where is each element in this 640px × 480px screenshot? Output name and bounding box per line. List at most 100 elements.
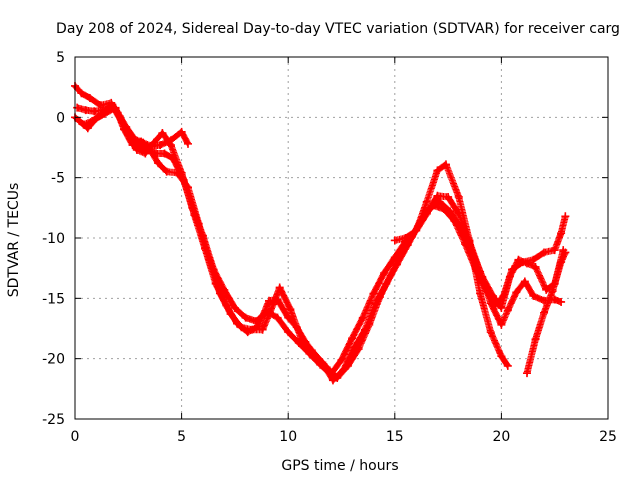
- x-tick-label: 25: [599, 429, 617, 445]
- data-point: [149, 138, 158, 147]
- y-tick-label: 5: [56, 50, 65, 66]
- series-satellite-track-e: [390, 160, 512, 370]
- data-point: [369, 289, 378, 298]
- data-point: [166, 141, 175, 150]
- data-point: [194, 219, 203, 228]
- data-point: [241, 313, 250, 322]
- y-tick-label: -15: [42, 291, 65, 307]
- data-point: [273, 313, 282, 322]
- data-point: [286, 305, 295, 314]
- data-point: [158, 129, 167, 138]
- data-point: [307, 346, 316, 355]
- data-point: [529, 255, 538, 264]
- data-point: [145, 144, 154, 153]
- data-point: [169, 154, 178, 163]
- data-point: [350, 343, 359, 352]
- data-point: [269, 300, 278, 309]
- data-point: [548, 287, 557, 296]
- data-point: [403, 241, 412, 250]
- data-point: [441, 160, 450, 169]
- data-point: [557, 229, 566, 238]
- x-tick-label: 5: [177, 429, 186, 445]
- data-point: [92, 114, 101, 123]
- data-point: [505, 272, 514, 281]
- data-point: [237, 323, 246, 332]
- data-point: [522, 369, 531, 378]
- data-point: [318, 358, 327, 367]
- series-satellite-track-f: [522, 248, 570, 378]
- data-point: [339, 365, 348, 374]
- y-axis-label: SDTVAR / TECUs: [6, 183, 22, 298]
- data-point: [156, 141, 165, 150]
- data-point: [83, 124, 92, 133]
- data-point: [540, 248, 549, 257]
- data-point: [173, 168, 182, 177]
- data-point: [488, 291, 497, 300]
- data-point: [328, 376, 337, 385]
- data-point: [557, 258, 566, 267]
- data-point: [446, 207, 455, 216]
- data-point: [90, 107, 99, 116]
- data-point: [348, 334, 357, 343]
- data-point: [454, 192, 463, 201]
- data-point: [284, 328, 293, 337]
- series-markers: [391, 160, 512, 370]
- data-point: [476, 289, 485, 298]
- chart-title: Day 208 of 2024, Sidereal Day-to-day VTE…: [56, 21, 620, 37]
- data-point: [81, 106, 90, 115]
- data-point: [128, 141, 137, 150]
- data-point: [497, 303, 506, 312]
- data-point: [412, 226, 421, 235]
- y-tick-label: 0: [56, 110, 65, 126]
- data-point: [247, 325, 256, 334]
- data-point: [296, 334, 305, 343]
- data-point: [160, 149, 169, 158]
- data-point: [497, 352, 506, 361]
- x-tick-label: 15: [386, 429, 404, 445]
- data-point: [371, 299, 380, 308]
- data-point: [120, 125, 129, 134]
- data-point: [435, 197, 444, 206]
- data-point: [531, 262, 540, 271]
- data-point: [75, 116, 84, 125]
- data-point: [177, 127, 186, 136]
- y-tick-label: -20: [42, 352, 65, 368]
- data-point: [337, 355, 346, 364]
- data-point: [465, 236, 474, 245]
- y-tick-label: -25: [42, 412, 65, 428]
- data-point: [390, 236, 399, 245]
- data-point: [444, 192, 453, 201]
- data-point: [100, 109, 109, 118]
- data-point: [96, 101, 105, 110]
- data-point: [215, 289, 224, 298]
- data-point: [522, 259, 531, 268]
- data-point: [226, 310, 235, 319]
- x-tick-label: 20: [492, 429, 510, 445]
- data-point: [433, 191, 442, 200]
- data-point: [561, 212, 570, 221]
- data-point: [85, 94, 94, 103]
- y-tick-label: -5: [51, 171, 65, 187]
- data-point: [529, 291, 538, 300]
- data-point: [557, 297, 566, 306]
- x-tick-label: 0: [71, 429, 80, 445]
- data-point: [183, 139, 192, 148]
- series-satellite-track-d: [75, 103, 568, 385]
- data-point: [360, 325, 369, 334]
- data-point: [433, 166, 442, 175]
- data-point: [77, 89, 86, 98]
- data-point: [512, 288, 521, 297]
- data-point: [486, 328, 495, 337]
- data-point: [422, 197, 431, 206]
- data-point: [358, 313, 367, 322]
- data-point: [265, 296, 274, 305]
- data-point: [503, 306, 512, 315]
- data-point: [542, 285, 551, 294]
- data-point: [73, 103, 82, 112]
- data-point: [111, 103, 120, 112]
- data-point: [392, 260, 401, 269]
- data-point: [162, 167, 171, 176]
- x-axis-label: GPS time / hours: [281, 458, 398, 474]
- data-point: [514, 255, 523, 264]
